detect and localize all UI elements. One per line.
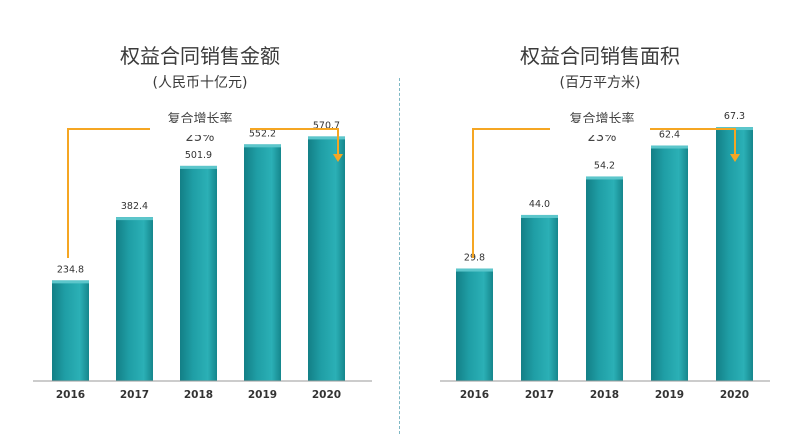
bar-2019 — [244, 144, 281, 381]
data-label-2019: 62.4 — [659, 130, 680, 141]
sales-amount-panel: 权益合同销售金额 (人民币十亿元) 复合增长率 25% 234.8 2016 382… — [33, 44, 372, 401]
data-label-2018: 54.2 — [594, 160, 615, 171]
bar-2016 — [52, 280, 89, 381]
bar-top-highlight — [116, 217, 153, 221]
bar-2020 — [716, 127, 753, 381]
cagr-label-backdrop — [550, 123, 650, 135]
panel-divider — [399, 78, 400, 434]
x-tick-2017: 2017 — [525, 389, 554, 401]
bar-2016 — [456, 268, 493, 381]
bar-top-highlight — [244, 144, 281, 148]
x-tick-2016: 2016 — [460, 389, 489, 401]
x-tick-2018: 2018 — [184, 389, 213, 401]
sales-area-panel: 权益合同销售面积 (百万平方米) 复合增长率 23% 29.8 2016 44.0 2… — [400, 0, 800, 436]
data-label-2017: 44.0 — [529, 199, 550, 210]
bar-top-highlight — [456, 268, 493, 272]
x-tick-2017: 2017 — [120, 389, 149, 401]
data-label-2016: 234.8 — [57, 264, 84, 275]
data-label-2016: 29.8 — [464, 253, 485, 264]
data-label-2017: 382.4 — [121, 201, 148, 212]
sales-amount-chart: 234.8 2016 382.4 2017 501.9 2018 552.2 2019 570.… — [33, 120, 372, 401]
bar-2018 — [586, 176, 623, 381]
chart-title: 权益合同销售面积 — [520, 44, 680, 68]
chart-title: 权益合同销售金额 — [120, 44, 280, 68]
data-label-2018: 501.9 — [185, 150, 212, 161]
bar-top-highlight — [52, 280, 89, 284]
bar-2018 — [180, 165, 217, 381]
sales-area-chart: 29.8 2016 44.0 2017 54.2 2018 62.4 2019 67.3 2020 — [440, 111, 770, 401]
data-label-2019: 552.2 — [249, 128, 276, 139]
bar-top-highlight — [586, 176, 623, 180]
cagr-arrow-head — [730, 154, 740, 162]
chart-subtitle: (人民币十亿元) — [152, 75, 248, 91]
bar-top-highlight — [180, 165, 217, 169]
bar-2017 — [521, 214, 558, 381]
chart-subtitle: (百万平方米) — [559, 75, 641, 91]
x-tick-2019: 2019 — [655, 389, 684, 401]
bar-2019 — [651, 145, 688, 381]
data-label-2020: 67.3 — [724, 111, 745, 122]
x-tick-2018: 2018 — [590, 389, 619, 401]
bar-top-highlight — [651, 145, 688, 149]
x-tick-2019: 2019 — [248, 389, 277, 401]
cagr-label-backdrop — [150, 123, 250, 135]
bar-top-highlight — [521, 214, 558, 218]
cagr-arrow-head — [333, 154, 343, 162]
bar-top-highlight — [308, 136, 345, 140]
data-label-2020: 570.7 — [313, 120, 340, 131]
bar-2017 — [116, 217, 153, 381]
x-tick-2020: 2020 — [720, 389, 749, 401]
x-tick-2020: 2020 — [312, 389, 341, 401]
bar-2020 — [308, 136, 345, 381]
x-tick-2016: 2016 — [56, 389, 85, 401]
